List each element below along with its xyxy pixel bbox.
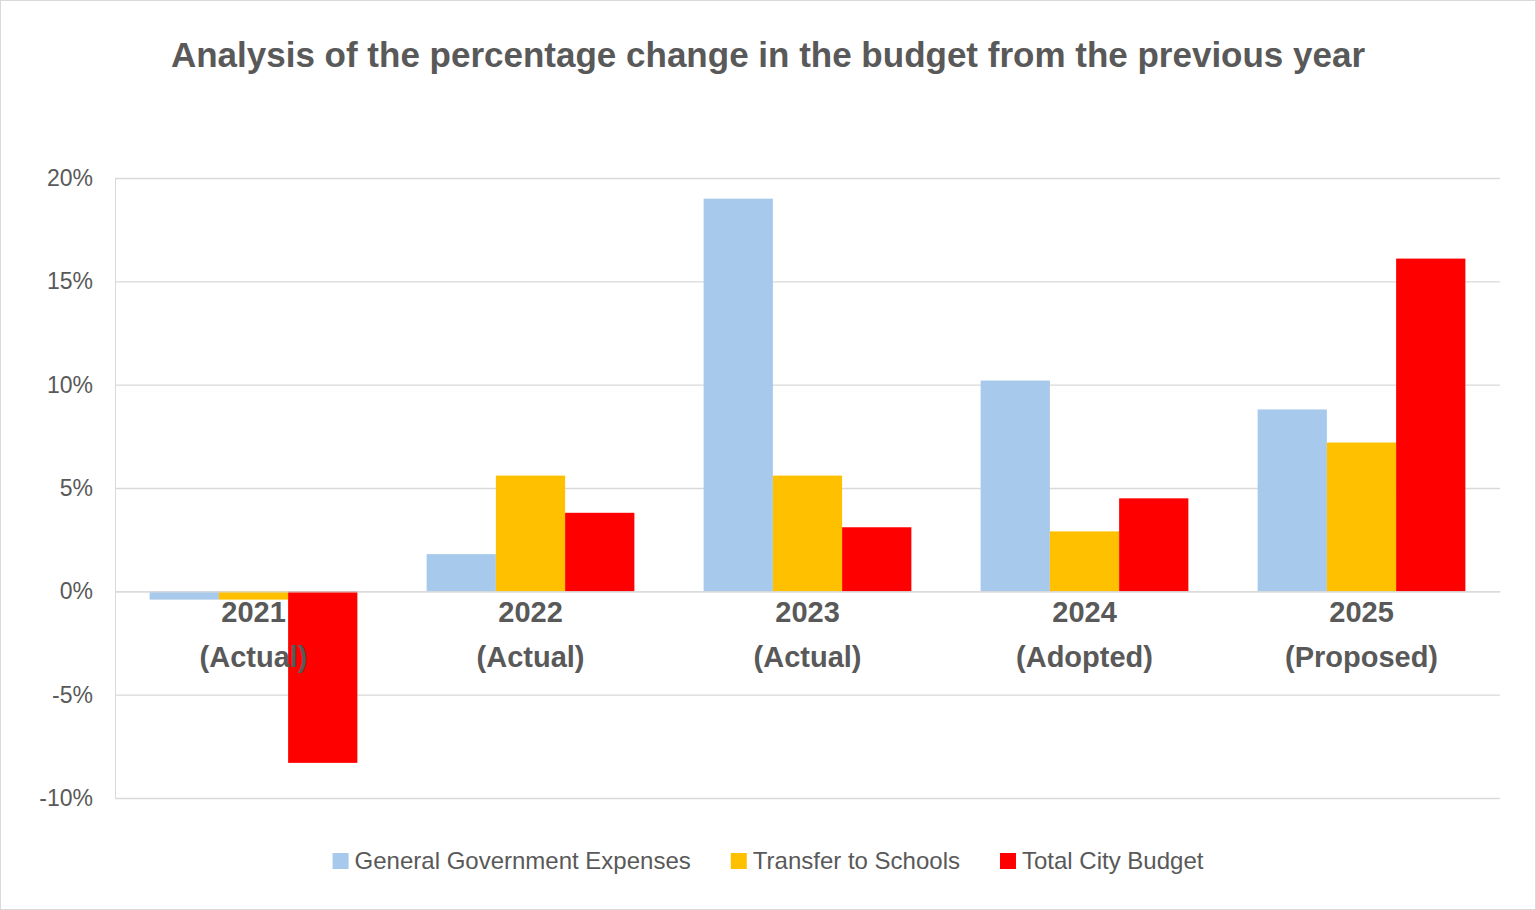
title: Analysis of the percentage change in the… [171,35,1366,74]
x-tick-label-line: (Proposed) [1285,641,1438,673]
x-axis: 2021 (Actual) 2022 (Actual) 2023 (Actual) 2024… [116,591,1501,673]
x-tick-label: 2023 (Actual) [754,596,862,673]
y-axis-line [116,179,1501,799]
y-tick-label: -5% [52,682,93,708]
grid-line [115,591,1500,592]
x-tick: 2021 (Actual) [200,591,308,673]
x-tick: 2022 (Actual) [477,591,585,673]
legend-swatch [731,853,747,869]
x-tick-label-line: (Adopted) [1016,641,1153,673]
bars [150,199,1466,763]
bar [1327,443,1396,592]
y-tick: -5% [52,682,1500,708]
bar [150,591,219,599]
series [219,443,1396,600]
grid-line [115,281,1500,282]
y-tick: 20% [47,165,1500,191]
x-tick: 2025 (Proposed) [1285,591,1438,673]
x-tick-label-line: 2025 [1329,596,1394,628]
x-tick-label-line: 2024 [1052,596,1117,628]
bar [1050,531,1119,591]
bar [1396,259,1465,592]
bar [288,591,357,763]
bar [842,527,911,591]
legend: General Government Expenses Transfer to S… [333,847,1204,874]
x-tick-label-line: 2021 [221,596,286,628]
x-tick-label: 2025 (Proposed) [1285,596,1438,673]
x-tick-label-line: (Actual) [754,641,862,673]
y-axis: -10% -5% 0% 5% 10% 15% 20% [39,165,1500,811]
bar [565,513,634,592]
legend-item: General Government Expenses [333,847,691,874]
legend-swatch [333,853,349,869]
grid-line [115,385,1500,386]
y-tick: 15% [47,268,1500,294]
y-tick-label: 5% [60,475,93,501]
chart: Analysis of the percentage change in the… [0,0,1536,910]
grid-line [115,798,1500,799]
x-axis-line [116,591,1501,592]
x-tick-label: 2021 (Actual) [200,596,308,673]
grid-line [115,178,1500,179]
legend-item: Total City Budget [1000,847,1204,874]
x-tick-label-line: 2023 [775,596,840,628]
x-tick-label-line: (Actual) [200,641,308,673]
legend-label: Transfer to Schools [753,847,960,874]
bar [496,476,565,592]
chart-frame [1,1,1536,910]
y-tick-label: -10% [39,785,93,811]
x-tick-label-line: (Actual) [477,641,585,673]
title-line: Analysis of the percentage change in the… [171,35,1366,74]
legend-label: Total City Budget [1022,847,1204,874]
x-tick: 2024 (Adopted) [1016,591,1153,673]
y-tick: -10% [39,785,1500,811]
y-tick-label: 20% [47,165,93,191]
y-tick-label: 15% [47,268,93,294]
bar [773,476,842,592]
x-tick-label-line: 2022 [498,596,563,628]
y-tick: 10% [47,372,1500,398]
y-tick-label: 10% [47,372,93,398]
legend-swatch [1000,853,1016,869]
legend-item: Transfer to Schools [731,847,960,874]
legend-label: General Government Expenses [355,847,691,874]
bar [704,199,773,592]
series [288,259,1465,763]
x-tick: 2023 (Actual) [754,591,862,673]
x-tick-label: 2022 (Actual) [477,596,585,673]
series [150,199,1327,600]
bar [1119,498,1188,591]
bar [1258,409,1327,591]
bar [981,381,1050,592]
bar [427,554,496,591]
x-tick-label: 2024 (Adopted) [1016,596,1153,673]
y-tick-label: 0% [60,578,93,604]
